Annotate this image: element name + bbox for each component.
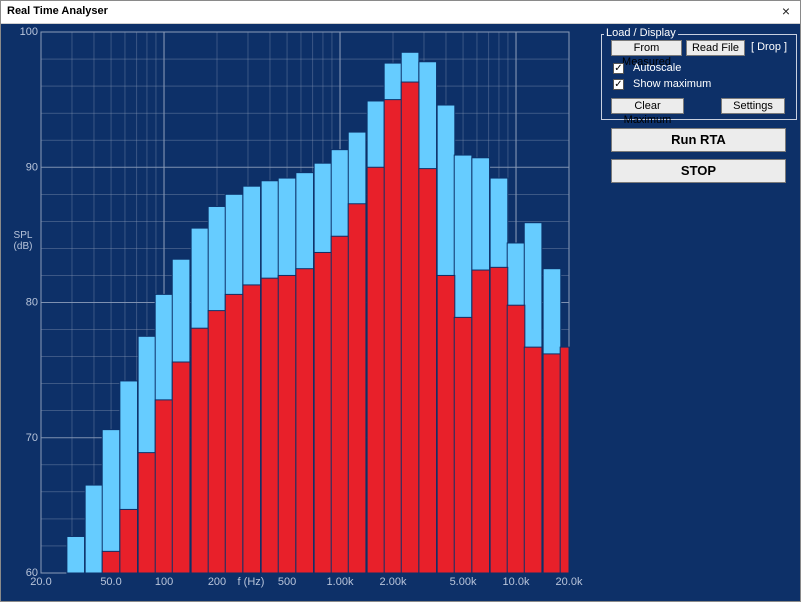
read-file-button[interactable]: Read File xyxy=(686,40,745,56)
y-tick-label: 70 xyxy=(26,432,38,444)
bar-current xyxy=(137,452,157,574)
bar-current xyxy=(471,269,491,574)
bar-current xyxy=(260,277,280,574)
autoscale-checkbox[interactable]: ✓ xyxy=(613,63,624,74)
bar-current xyxy=(154,399,174,574)
x-tick-label: 200 xyxy=(208,576,226,588)
x-tick-label: 2.00k xyxy=(380,576,407,588)
bar-current xyxy=(366,166,386,574)
group-title: Load / Display xyxy=(604,27,678,39)
stop-button[interactable]: STOP xyxy=(611,159,786,183)
show-maximum-checkbox[interactable]: ✓ xyxy=(613,79,624,90)
bar-current xyxy=(224,293,244,574)
bar-current xyxy=(347,203,367,574)
bar-current xyxy=(436,274,456,574)
bar-current xyxy=(190,327,210,574)
bar-current xyxy=(383,99,403,574)
y-tick-label: 100 xyxy=(20,26,38,38)
y-tick-label: 90 xyxy=(26,161,38,173)
x-tick-label: 20.0 xyxy=(30,576,51,588)
bar-current xyxy=(330,235,350,574)
y-axis-label: SPL xyxy=(14,230,33,241)
x-tick-label: 1.00k xyxy=(327,576,354,588)
bar-current xyxy=(101,550,121,574)
show-maximum-label: Show maximum xyxy=(633,78,712,90)
side-panel: Load / Display From Measured Read File [… xyxy=(600,24,800,601)
bar-current xyxy=(119,508,139,574)
y-tick-label: 80 xyxy=(26,297,38,309)
bar-maximum xyxy=(84,484,104,574)
settings-button[interactable]: Settings xyxy=(721,98,785,114)
from-measured-button[interactable]: From Measured xyxy=(611,40,682,68)
x-tick-label: 5.00k xyxy=(450,576,477,588)
bar-current xyxy=(277,274,297,574)
bar-current xyxy=(418,168,438,574)
bar-current xyxy=(542,353,562,574)
x-tick-label: 10.0k xyxy=(503,576,530,588)
title-bar: Real Time Analyser × xyxy=(1,1,800,24)
drop-target-label[interactable]: [ Drop ] xyxy=(751,41,788,53)
x-tick-label: 20.0k xyxy=(556,576,583,588)
window-title: Real Time Analyser xyxy=(7,5,108,17)
bar-maximum xyxy=(66,535,86,574)
autoscale-label: Autoscale xyxy=(633,62,682,74)
bar-current xyxy=(171,361,191,574)
bar-current xyxy=(559,346,570,574)
bar-current xyxy=(489,266,509,574)
close-icon[interactable]: × xyxy=(781,3,791,19)
load-display-group: Load / Display From Measured Read File [… xyxy=(601,27,797,126)
clear-maximum-button[interactable]: Clear Maximum xyxy=(611,98,684,126)
bar-current xyxy=(400,81,420,574)
bar-current xyxy=(242,284,262,574)
x-tick-label: 100 xyxy=(155,576,173,588)
client-area: 100 90 80 70 60 SPL (dB) 20.0 50.0 100 200 500 1.00k… xyxy=(1,24,800,601)
run-rta-button[interactable]: Run RTA xyxy=(611,128,786,152)
bar-current xyxy=(453,316,473,574)
x-tick-label: 500 xyxy=(278,576,296,588)
bar-current xyxy=(523,346,543,574)
x-tick-label: 50.0 xyxy=(100,576,121,588)
spl-chart: 100 90 80 70 60 SPL(dB) 20.0 50.0 100 200 500 1.00k… xyxy=(14,26,583,588)
bar-current xyxy=(207,310,227,574)
bar-current xyxy=(506,304,526,574)
y-tick-label: 60 xyxy=(26,567,38,579)
y-axis-label: (dB) xyxy=(14,241,33,252)
x-axis-label: f (Hz) xyxy=(238,576,265,588)
bar-current xyxy=(295,268,315,574)
bar-current xyxy=(313,251,333,574)
